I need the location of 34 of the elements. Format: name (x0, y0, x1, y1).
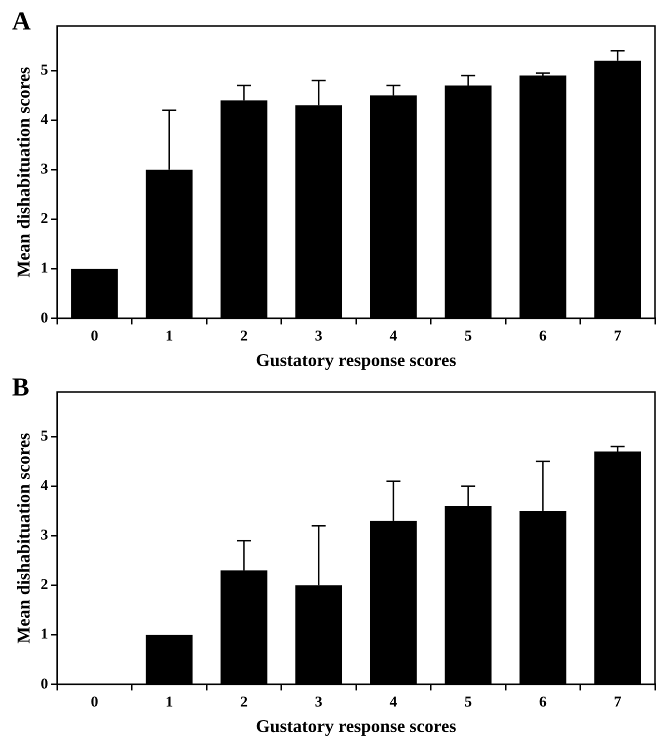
x-tick-label: 1 (165, 694, 173, 710)
x-tick-label: 7 (614, 328, 622, 344)
x-tick-label: 0 (90, 328, 98, 344)
x-tick-label: 0 (90, 694, 98, 710)
y-tick-label: 5 (40, 428, 48, 444)
y-tick-label: 3 (40, 528, 48, 544)
x-tick-label: 2 (240, 328, 248, 344)
chart-title: B (12, 372, 30, 402)
x-tick-label: 7 (614, 694, 622, 710)
x-axis-title: Gustatory response scores (256, 716, 456, 736)
y-tick-label: 0 (40, 676, 48, 692)
x-axis-title: Gustatory response scores (256, 350, 456, 370)
chart-title: A (12, 6, 31, 36)
x-tick-label: 3 (314, 328, 322, 344)
y-axis-title: Mean dishabituation scores (13, 432, 34, 644)
x-tick-label: 5 (464, 328, 472, 344)
y-tick-label: 1 (40, 260, 48, 277)
x-tick-label: 6 (539, 694, 548, 710)
y-tick-label: 5 (40, 62, 48, 78)
y-tick-label: 2 (40, 211, 48, 228)
x-tick-label: 4 (390, 694, 398, 710)
x-tick-label: 3 (314, 694, 322, 710)
x-tick-label: 6 (539, 328, 548, 344)
x-tick-label: 1 (165, 328, 173, 344)
y-tick-label: 4 (40, 112, 49, 128)
y-tick-label: 4 (40, 478, 49, 494)
x-tick-label: 2 (240, 694, 248, 710)
y-axis-title: Mean dishabituation scores (13, 66, 34, 278)
y-tick-label: 1 (40, 626, 48, 643)
x-tick-label: 5 (464, 694, 472, 710)
y-tick-label: 2 (40, 577, 48, 594)
x-tick-label: 4 (390, 328, 398, 344)
y-tick-label: 3 (40, 162, 48, 178)
y-tick-label: 0 (40, 310, 48, 326)
